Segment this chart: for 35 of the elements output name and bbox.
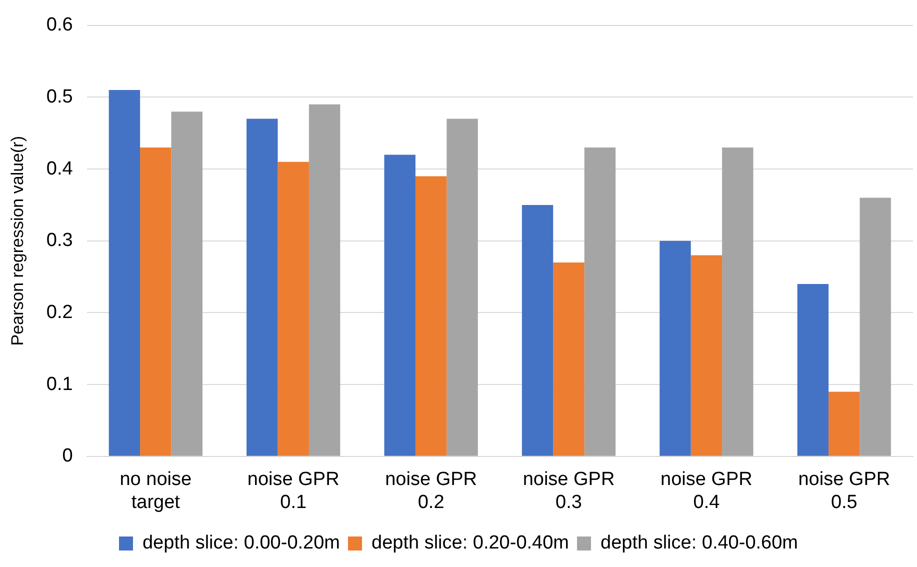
bar: [860, 198, 891, 456]
y-tick-label: 0.3: [46, 230, 73, 252]
bar: [246, 118, 278, 456]
bar: [415, 176, 447, 456]
legend-label: depth slice: 0.00-0.20m: [142, 532, 340, 554]
x-tick-label: noise GPR 0.1: [247, 469, 340, 513]
bar: [797, 284, 829, 456]
bar: [108, 90, 140, 456]
bar: [384, 154, 416, 456]
y-tick-label: 0.2: [46, 302, 73, 323]
x-tick-label: noise GPR 0.4: [660, 469, 752, 513]
x-tick-label: noise GPR 0.5: [798, 469, 890, 513]
bar: [553, 262, 584, 456]
bar: [828, 392, 860, 456]
bar: [140, 148, 172, 456]
y-tick-label: 0.5: [46, 86, 73, 108]
x-tick-label: noise GPR 0.3: [522, 469, 615, 513]
bar: [171, 112, 202, 456]
bar: [278, 162, 309, 456]
y-tick-label: 0: [62, 446, 73, 467]
x-tick-label: noise GPR 0.2: [385, 469, 477, 513]
y-axis-title: Pearson regression value(r): [8, 136, 27, 346]
bar: [722, 148, 754, 456]
legend-label: depth slice: 0.20-0.40m: [371, 532, 570, 554]
x-tick-label: no noise target: [120, 469, 192, 513]
legend-label: depth slice: 0.40-0.60m: [600, 532, 798, 554]
y-tick-label: 0.1: [46, 374, 73, 395]
y-tick-label: 0.4: [46, 158, 74, 180]
bar: [308, 104, 340, 456]
bar: [690, 255, 722, 456]
bar: [522, 204, 554, 456]
y-tick-label: 0.6: [46, 14, 73, 36]
bar: [446, 118, 478, 456]
bar: [584, 148, 616, 456]
bar: [660, 240, 691, 456]
